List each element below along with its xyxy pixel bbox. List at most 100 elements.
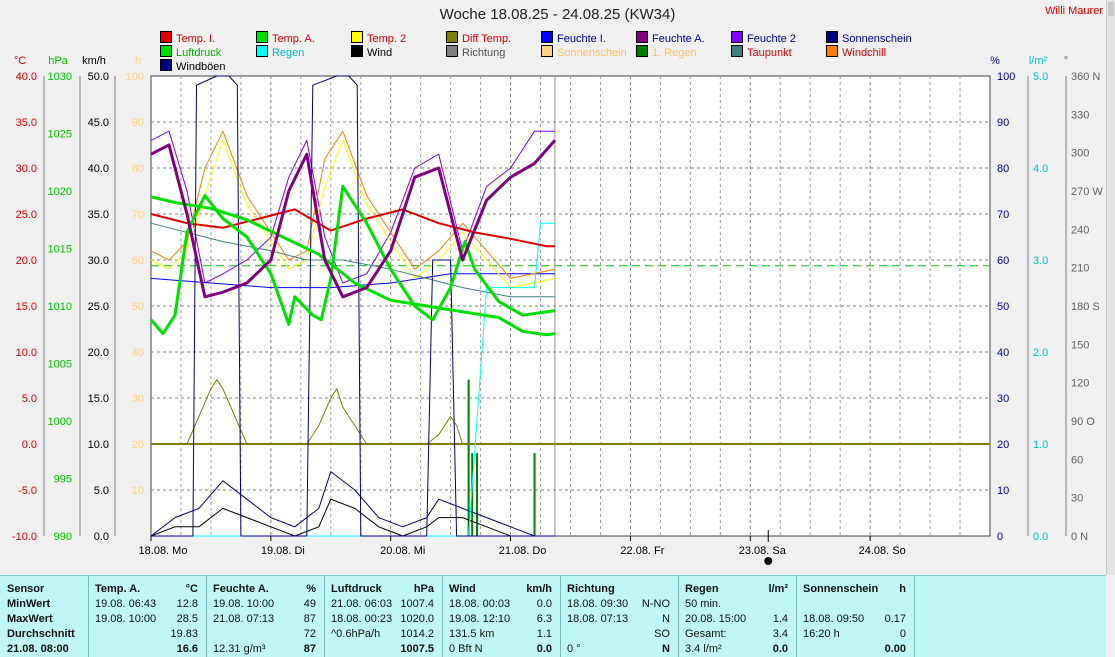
table-cell: 21.08. 06:03 (331, 598, 393, 610)
table-cell: Regen (685, 583, 719, 595)
table-cell: 18.08. 00:23 (331, 613, 393, 625)
axis-tick-hours: 30 (132, 393, 144, 405)
table-cell: 0.17 (884, 613, 906, 625)
axis-unit-hours: h (135, 55, 141, 67)
axis-tick-hours: 100 (126, 71, 144, 83)
table-cell: 87 (303, 643, 316, 655)
legend-label: Temp. 2 (367, 33, 407, 45)
table-cell: Wind (449, 583, 476, 595)
axis-tick-rain: 4.0 (1033, 163, 1048, 175)
table-cell: 0 ° (567, 643, 581, 655)
table-cell: SO (654, 628, 670, 640)
legend-item: Temp. 2 (351, 31, 407, 45)
axis-tick-humidity: 100 (997, 71, 1015, 83)
legend-label: Richtung (462, 47, 506, 59)
axis-tick-hours: 70 (132, 209, 144, 221)
legend-swatch (731, 45, 743, 57)
legend-swatch (160, 59, 172, 71)
axis-tick-humidity: 10 (997, 485, 1009, 497)
vertical-scrollbar[interactable] (1106, 0, 1115, 575)
table-column: Richtung 18.08. 09:30 N-NO 18.08. 07:13 N SO 0… (560, 576, 679, 657)
axis-tick-kmh: 50.0 (88, 71, 109, 83)
table-cell: 16:20 h (803, 628, 840, 640)
axis-unit-hpa: hPa (48, 55, 68, 67)
axis-tick-rain: 2.0 (1033, 347, 1048, 359)
legend-item: Wind (351, 45, 392, 59)
legend-item: Sonnenschein (541, 45, 627, 59)
axis-tick-direction: 0 N (1071, 531, 1088, 543)
axis-tick-celsius: 10.0 (16, 347, 37, 359)
table-cell: 19.08. 10:00 (95, 613, 157, 625)
legend-swatch (351, 45, 363, 57)
legend-swatch (636, 45, 648, 57)
axis-tick-humidity: 30 (997, 393, 1009, 405)
legend-item: Diff Temp. (446, 31, 511, 45)
axis-tick-hpa: 990 (54, 531, 72, 543)
axis-tick-kmh: 20.0 (88, 347, 109, 359)
axis-tick-direction: 120 (1071, 378, 1089, 390)
table-column: Sonnenschein h 18.08. 09:50 0.17 16:20 h 0 0.0… (796, 576, 915, 657)
scrollbar-thumb[interactable] (1108, 2, 1114, 16)
legend-swatch (256, 31, 268, 43)
table-cell: 1014.2 (400, 628, 434, 640)
series-line (151, 75, 555, 537)
table-cell: 0.0 (772, 643, 788, 655)
day-label: 22.08. Fr (620, 545, 664, 557)
table-cell: Feuchte A. (213, 583, 269, 595)
table-cell: 0 (899, 628, 906, 640)
legend-item: Feuchte I. (541, 31, 606, 45)
axis-tick-kmh: 10.0 (88, 439, 109, 451)
axis-tick-direction: 210 (1071, 263, 1089, 275)
axis-tick-direction: 180 S (1071, 301, 1100, 313)
table-cell: 3.4 (772, 628, 788, 640)
table-cell: 18.08. 09:30 (567, 598, 629, 610)
series-line (150, 471, 555, 537)
axis-tick-hours: 90 (132, 117, 144, 129)
axis-tick-celsius: 40.0 (16, 71, 37, 83)
legend-swatch (160, 31, 172, 43)
table-cell: MaxWert (7, 613, 53, 625)
legend-label: Taupunkt (747, 47, 792, 59)
table-column: Sensor MinWert MaxWert Durchschnitt 21.08. 0… (0, 576, 89, 657)
axis-tick-hours: 10 (132, 485, 144, 497)
table-cell: 1.4 (772, 613, 788, 625)
table-cell: 28.5 (176, 613, 198, 625)
table-cell: Durchschnitt (7, 628, 75, 640)
axis-tick-hpa: 1030 (48, 71, 72, 83)
axis-unit-rain: l/m² (1029, 55, 1048, 67)
table-cell: 21.08. 07:13 (213, 613, 275, 625)
table-cell: N (662, 613, 670, 625)
axis-unit-direction: ° (1064, 55, 1068, 67)
axis-tick-direction: 360 N (1071, 71, 1100, 83)
table-cell: 72 (303, 628, 316, 640)
axis-tick-humidity: 60 (997, 255, 1009, 267)
axis-tick-direction: 300 (1071, 148, 1089, 160)
legend-label: Luftdruck (176, 47, 222, 59)
table-cell: N-NO (641, 598, 670, 610)
axis-tick-humidity: 0 (997, 531, 1003, 543)
table-cell: ^0.6hPa/h (331, 628, 381, 640)
axis-tick-celsius: 0.0 (22, 439, 37, 451)
axis-tick-kmh: 5.0 (94, 485, 109, 497)
axis-tick-humidity: 70 (997, 209, 1009, 221)
series-line (150, 195, 556, 337)
axis-tick-direction: 150 (1071, 339, 1089, 351)
legend-swatch (256, 45, 268, 57)
table-cell: 87 (303, 613, 316, 625)
axis-unit-celsius: °C (14, 55, 26, 67)
legend-item: Temp. A. (256, 31, 315, 45)
legend-label: Temp. I. (176, 33, 216, 45)
axis-tick-kmh: 15.0 (88, 393, 109, 405)
series-line (151, 379, 555, 445)
axis-tick-kmh: 30.0 (88, 255, 109, 267)
axis-tick-hpa: 1010 (48, 301, 72, 313)
axis-tick-hpa: 1000 (48, 416, 72, 428)
day-label: 19.08. Di (261, 545, 305, 557)
table-cell: 19.08. 06:43 (95, 598, 157, 610)
axis-tick-celsius: -5.0 (18, 485, 37, 497)
axis-tick-celsius: 30.0 (16, 163, 37, 175)
axis-tick-humidity: 40 (997, 347, 1009, 359)
day-label: 23.08. Sa (739, 545, 787, 557)
table-cell: 19.08. 12:10 (449, 613, 511, 625)
table-column: Wind km/h 18.08. 00:03 0.0 19.08. 12:10 6.3 13… (442, 576, 561, 657)
